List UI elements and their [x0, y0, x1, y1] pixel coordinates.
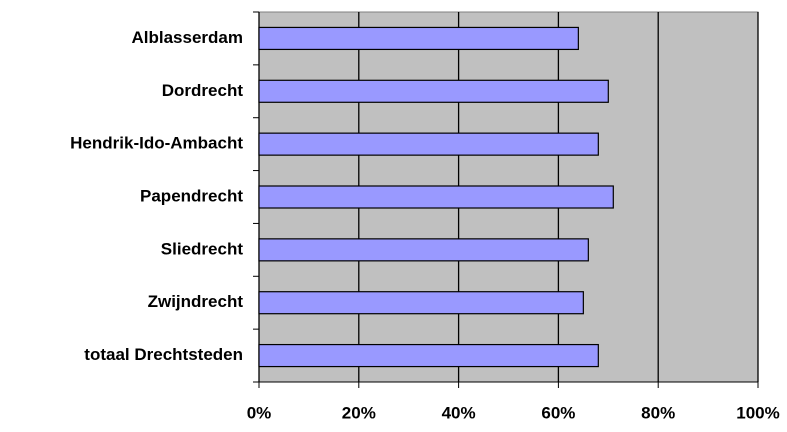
- y-tick-label: Sliedrecht: [161, 239, 244, 258]
- y-tick-label: Hendrik-Ido-Ambacht: [70, 134, 243, 153]
- bar: [258, 132, 599, 156]
- y-tick-label: Dordrecht: [162, 81, 244, 100]
- y-tick-label: Alblasserdam: [132, 28, 244, 47]
- bar: [258, 343, 599, 368]
- x-tick-label: 60%: [541, 403, 575, 422]
- y-tick-label: Papendrecht: [140, 186, 243, 205]
- y-tick-label: Zwijndrecht: [148, 292, 244, 311]
- bar: [258, 238, 589, 262]
- bar: [258, 291, 584, 315]
- bar: [258, 185, 614, 209]
- x-tick-label: 100%: [736, 403, 779, 422]
- x-tick-label: 80%: [641, 403, 675, 422]
- x-tick-label: 40%: [442, 403, 476, 422]
- y-tick-label: totaal Drechtsteden: [84, 345, 243, 364]
- bar: [258, 26, 579, 51]
- bar: [258, 79, 609, 103]
- x-tick-label: 0%: [247, 403, 272, 422]
- x-tick-label: 20%: [342, 403, 376, 422]
